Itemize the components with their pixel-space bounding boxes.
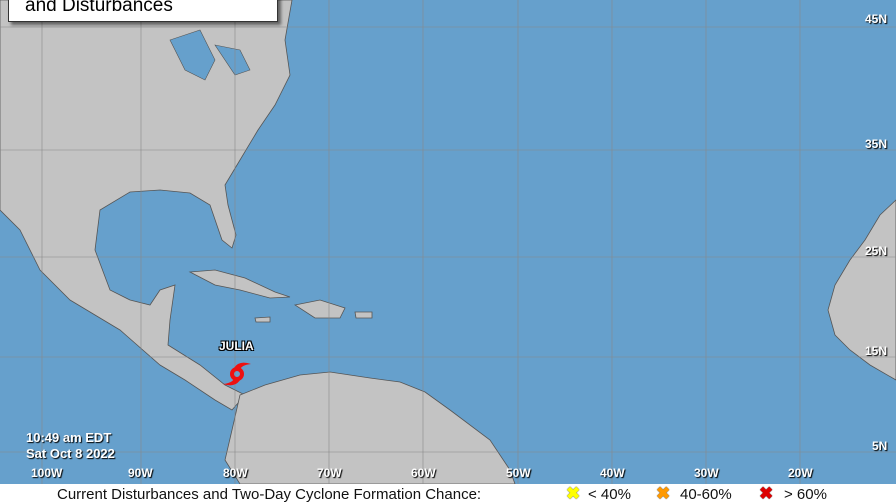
lat-label: 5N <box>872 439 888 453</box>
great-lakes <box>169 29 251 81</box>
lon-label: 50W <box>506 466 531 480</box>
x-marker-orange-icon: ✖ <box>656 484 671 503</box>
cuba-land <box>188 269 291 299</box>
lon-label: 30W <box>694 466 719 480</box>
tropical-storm-icon <box>223 362 251 386</box>
hispaniola-land <box>293 299 346 319</box>
lon-label: 80W <box>223 466 248 480</box>
issue-date: Sat Oct 8 2022 <box>26 446 115 461</box>
x-marker-red-icon: ✖ <box>759 484 774 503</box>
legend-high: > 60% <box>784 486 827 503</box>
storm-label-julia[interactable]: JULIA <box>219 339 254 353</box>
map-graphic <box>0 0 896 484</box>
map-title: and Disturbances <box>25 0 173 16</box>
legend-caption: Current Disturbances and Two-Day Cyclone… <box>57 486 482 503</box>
legend-bar: Current Disturbances and Two-Day Cyclone… <box>0 484 896 504</box>
issue-time: 10:49 am EDT <box>26 430 112 445</box>
lat-label: 15N <box>865 344 888 358</box>
lat-label: 45N <box>865 12 888 26</box>
legend-medium: 40-60% <box>680 486 732 503</box>
lon-label: 40W <box>600 466 625 480</box>
title-box: and Disturbances <box>8 0 278 22</box>
lon-label: 20W <box>788 466 813 480</box>
outlook-map: and Disturbances 100W 90W 80W 70W 60W 50… <box>0 0 896 484</box>
x-marker-yellow-icon: ✖ <box>566 484 581 503</box>
lat-lon-grid <box>0 0 896 484</box>
africa-land <box>827 199 896 381</box>
lon-label: 90W <box>128 466 153 480</box>
lon-label: 100W <box>31 466 63 480</box>
lon-label: 60W <box>411 466 436 480</box>
north-america-land <box>0 0 293 411</box>
jamaica-land <box>254 316 271 323</box>
lon-label: 70W <box>317 466 342 480</box>
lat-label: 25N <box>865 244 888 258</box>
south-america-land <box>224 371 516 484</box>
puerto-rico-land <box>354 311 373 319</box>
lat-label: 35N <box>865 137 888 151</box>
legend-low: < 40% <box>588 486 631 503</box>
